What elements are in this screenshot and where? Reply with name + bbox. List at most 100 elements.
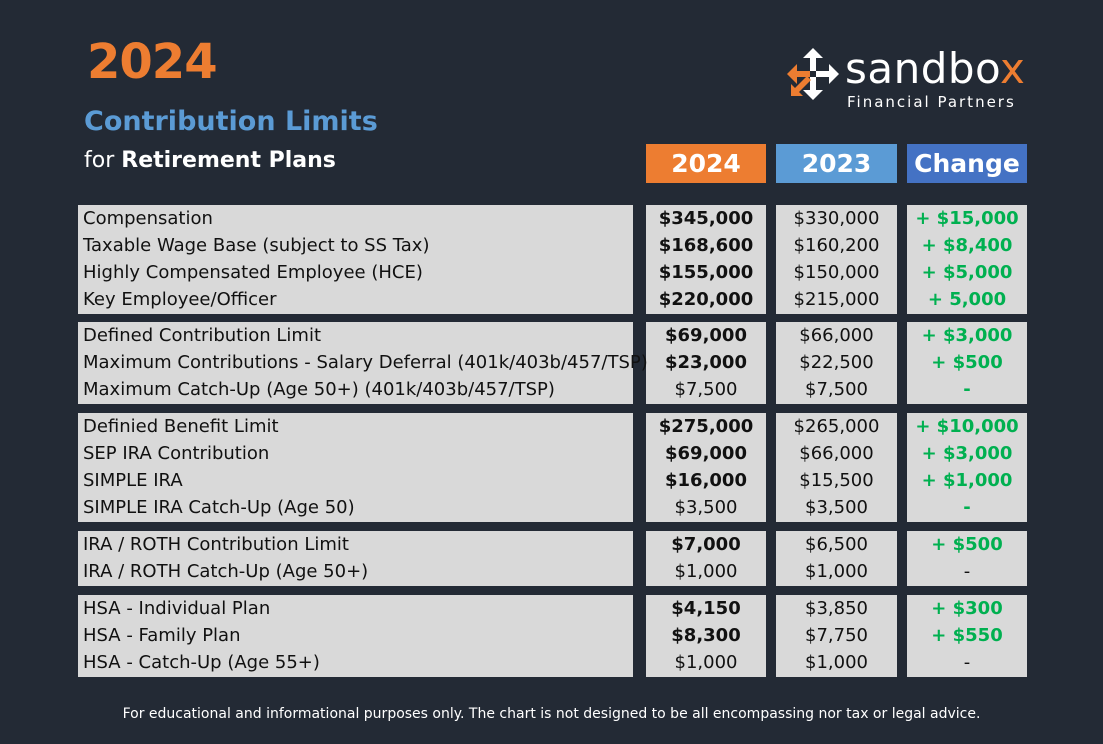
cell-background: [907, 595, 1027, 677]
table-row: Highly Compensated Employee (HCE) $155,00…: [0, 259, 1103, 286]
cell-background: [907, 205, 1027, 314]
cell-background: [907, 322, 1027, 404]
row-label: HSA - Catch-Up (Age 55+): [83, 652, 320, 673]
arrows-cross-icon: [787, 48, 839, 100]
value-2023: $215,000: [793, 289, 880, 310]
table-row: SIMPLE IRA Catch-Up (Age 50) $3,500 $3,500…: [0, 494, 1103, 521]
row-label: Key Employee/Officer: [83, 289, 277, 310]
value-2023: $330,000: [793, 208, 880, 229]
value-2024: $1,000: [674, 561, 738, 582]
row-label: SIMPLE IRA: [83, 470, 183, 491]
row-group: HSA - Individual Plan $4,150 $3,850 + $300 H…: [0, 595, 1103, 677]
value-2024: $1,000: [674, 652, 738, 673]
table-row: Taxable Wage Base (subject to SS Tax) $16…: [0, 232, 1103, 259]
row-label: HSA - Individual Plan: [83, 598, 271, 619]
value-2023: $3,500: [805, 497, 868, 518]
cell-background: [78, 322, 633, 404]
row-label: Maximum Catch-Up (Age 50+) (401k/403b/45…: [83, 379, 555, 400]
logo-wordmark: sandbox: [845, 44, 1025, 93]
row-group: Defined Contribution Limit $69,000 $66,000…: [0, 322, 1103, 404]
table-row: HSA - Family Plan $8,300 $7,750 + $550: [0, 622, 1103, 649]
cell-background: [776, 322, 897, 404]
value-2024: $23,000: [665, 352, 747, 373]
row-label: SEP IRA Contribution: [83, 443, 270, 464]
row-label: Taxable Wage Base (subject to SS Tax): [83, 235, 430, 256]
table-row: Definied Benefit Limit $275,000 $265,000 + …: [0, 413, 1103, 440]
value-2023: $265,000: [793, 416, 880, 437]
cell-background: [646, 322, 766, 404]
value-2023: $7,500: [805, 379, 868, 400]
value-change: + $15,000: [915, 208, 1019, 229]
value-2023: $160,200: [793, 235, 880, 256]
row-label: Defined Contribution Limit: [83, 325, 322, 346]
value-change: + $3,000: [921, 443, 1013, 464]
value-2023: $22,500: [799, 352, 874, 373]
cell-background: [78, 595, 633, 677]
cell-background: [776, 531, 897, 586]
cell-background: [907, 531, 1027, 586]
value-2024: $275,000: [658, 416, 754, 437]
cell-background: [646, 205, 766, 314]
value-change: -: [963, 497, 971, 518]
cell-background: [78, 413, 633, 522]
cell-background: [776, 205, 897, 314]
table-row: HSA - Catch-Up (Age 55+) $1,000 $1,000 -: [0, 649, 1103, 676]
value-change: + $10,000: [915, 416, 1019, 437]
value-2023: $7,750: [805, 625, 868, 646]
cell-background: [907, 413, 1027, 522]
value-change: + $300: [931, 598, 1003, 619]
disclaimer-footer: For educational and informational purpos…: [122, 706, 981, 722]
row-label: Compensation: [83, 208, 213, 229]
table-row: IRA / ROTH Catch-Up (Age 50+) $1,000 $1,00…: [0, 558, 1103, 585]
table-row: Maximum Contributions - Salary Deferral …: [0, 349, 1103, 376]
value-2023: $150,000: [793, 262, 880, 283]
value-change: + $500: [931, 352, 1003, 373]
table-row: Maximum Catch-Up (Age 50+) (401k/403b/45…: [0, 376, 1103, 403]
value-change: + 5,000: [927, 289, 1007, 310]
row-group: Definied Benefit Limit $275,000 $265,000 + …: [0, 413, 1103, 522]
column-header-2023: 2023: [776, 144, 897, 183]
row-group: IRA / ROTH Contribution Limit $7,000 $6,50…: [0, 531, 1103, 586]
value-2023: $15,500: [799, 470, 874, 491]
page-title: Contribution Limits: [84, 106, 378, 137]
value-2023: $66,000: [799, 443, 874, 464]
value-change: + $8,400: [921, 235, 1013, 256]
value-2024: $7,000: [671, 534, 741, 555]
cell-background: [776, 595, 897, 677]
cell-background: [776, 413, 897, 522]
subtitle-prefix: for: [84, 148, 122, 173]
value-2024: $16,000: [665, 470, 747, 491]
row-label: IRA / ROTH Contribution Limit: [83, 534, 349, 555]
value-2024: $345,000: [658, 208, 754, 229]
sandbox-logo: sandbox Financial Partners: [785, 44, 1030, 116]
value-2024: $220,000: [658, 289, 754, 310]
value-2024: $155,000: [658, 262, 754, 283]
table-row: HSA - Individual Plan $4,150 $3,850 + $300: [0, 595, 1103, 622]
row-label: Definied Benefit Limit: [83, 416, 279, 437]
table-row: Key Employee/Officer $220,000 $215,000 + 5,…: [0, 286, 1103, 313]
logo-tagline: Financial Partners: [847, 93, 1016, 111]
column-header-change: Change: [907, 144, 1027, 183]
column-header-2024: 2024: [646, 144, 766, 183]
value-2024: $69,000: [665, 325, 747, 346]
value-change: + $1,000: [921, 470, 1013, 491]
value-change: -: [963, 379, 971, 400]
table-row: IRA / ROTH Contribution Limit $7,000 $6,50…: [0, 531, 1103, 558]
row-label: Maximum Contributions - Salary Deferral …: [83, 352, 648, 373]
cell-background: [78, 531, 633, 586]
row-label: HSA - Family Plan: [83, 625, 241, 646]
page-subtitle: for Retirement Plans: [84, 148, 336, 173]
cell-background: [646, 531, 766, 586]
logo-word-start: sandbo: [845, 44, 1000, 93]
row-label: Highly Compensated Employee (HCE): [83, 262, 423, 283]
table-row: SIMPLE IRA $16,000 $15,500 + $1,000: [0, 467, 1103, 494]
subtitle-bold: Retirement Plans: [121, 148, 336, 173]
value-change: + $5,000: [921, 262, 1013, 283]
value-change: + $500: [931, 534, 1003, 555]
value-2023: $1,000: [805, 561, 868, 582]
value-2023: $6,500: [805, 534, 868, 555]
value-2023: $3,850: [805, 598, 868, 619]
value-change: -: [963, 652, 971, 673]
table-row: Compensation $345,000 $330,000 + $15,000: [0, 205, 1103, 232]
table-row: SEP IRA Contribution $69,000 $66,000 + $3,0…: [0, 440, 1103, 467]
